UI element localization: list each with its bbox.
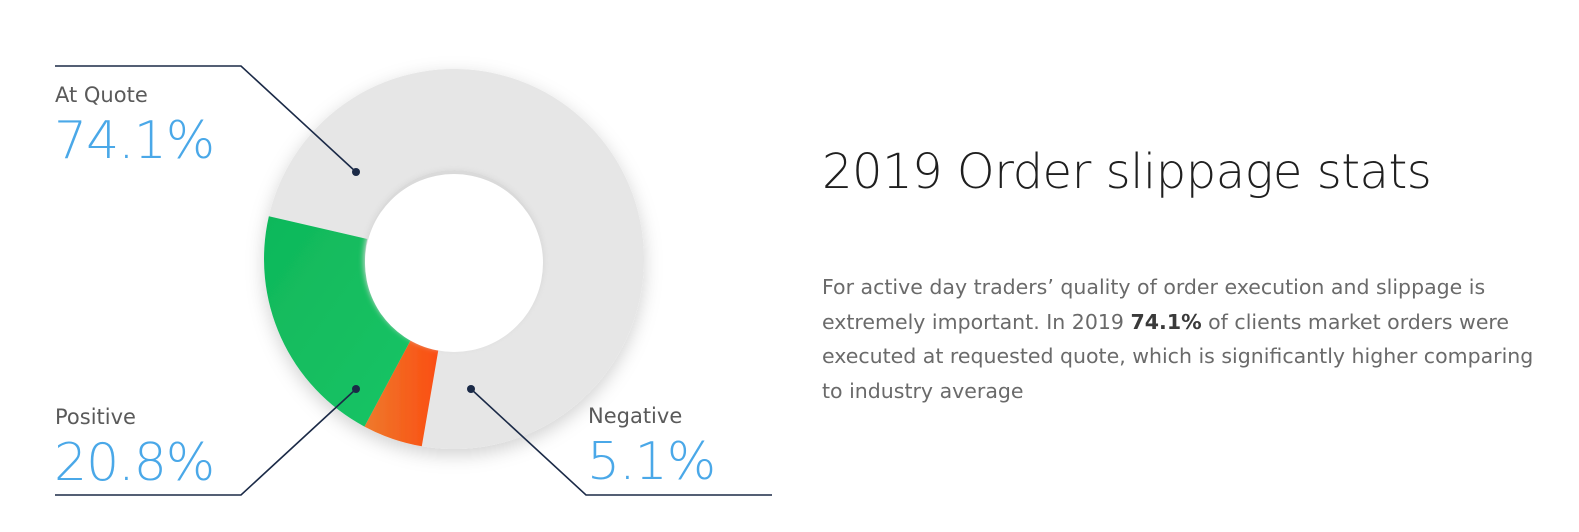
leader-line-at-quote (55, 65, 357, 173)
slice-negative (364, 337, 439, 447)
chart-title: 2019 Order slippage stats (822, 144, 1432, 200)
slice-label-negative: Negative (588, 404, 683, 428)
slice-value-positive: 20.8% (54, 433, 215, 493)
slice-value-at-quote: 74.1% (54, 111, 215, 171)
slice-at-quote (268, 69, 644, 450)
description-highlight: 74.1% (1130, 309, 1202, 334)
slice-label-positive: Positive (55, 405, 136, 429)
slice-label-at-quote: At Quote (55, 83, 148, 107)
description-paragraph: For active day traders’ quality of order… (822, 270, 1537, 408)
description-text-start: For active day traders’ quality of order… (822, 275, 1486, 334)
leader-dot-negative (467, 385, 475, 393)
leader-dot-positive (352, 385, 360, 393)
slice-value-negative: 5.1% (587, 432, 716, 492)
donut-hole (365, 174, 543, 352)
donut-chart (55, 65, 772, 496)
leader-dot-at-quote (352, 168, 360, 176)
slice-positive (264, 216, 413, 427)
leader-line-positive (55, 388, 357, 496)
description-text-end: of clients market orders were executed a… (822, 309, 1534, 403)
leader-line-negative (470, 388, 772, 496)
